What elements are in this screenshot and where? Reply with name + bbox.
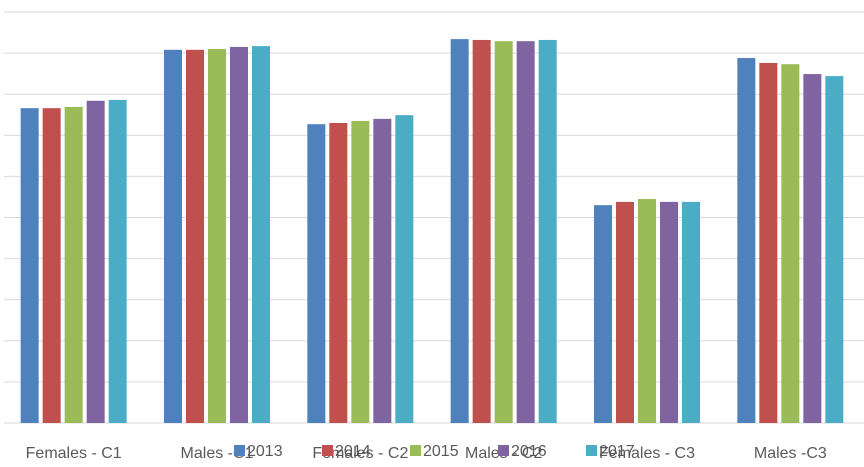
- bar: [307, 124, 326, 423]
- bar: [781, 64, 800, 424]
- bar: [42, 108, 61, 423]
- legend-label: 2013: [247, 443, 283, 460]
- bar: [660, 201, 678, 423]
- bar: [737, 58, 756, 423]
- bar: [516, 41, 535, 423]
- bar: [803, 74, 822, 423]
- bar: [616, 201, 634, 423]
- bar: [186, 49, 204, 423]
- x-tick-label: Females - C1: [26, 445, 122, 462]
- legend-swatch: [234, 445, 245, 456]
- bar: [472, 39, 491, 423]
- legend-swatch: [586, 445, 597, 456]
- bar: [759, 62, 778, 424]
- x-tick-label: Females - C3: [599, 445, 695, 462]
- bar: [252, 46, 270, 423]
- x-tick-label: Females - C2: [312, 445, 408, 462]
- bar: [20, 108, 39, 423]
- bar: [86, 100, 105, 423]
- bar: [64, 106, 83, 423]
- bar: [538, 39, 557, 423]
- bar: [494, 41, 513, 423]
- bar: [638, 199, 656, 423]
- bar: [208, 48, 226, 424]
- legend-label: 2016: [511, 443, 547, 460]
- bar: [108, 99, 127, 423]
- legend-label: 2017: [599, 443, 635, 460]
- legend-swatch: [498, 445, 509, 456]
- bar: [351, 120, 370, 423]
- bar: [825, 76, 844, 423]
- bar: [395, 115, 414, 423]
- bar: [373, 118, 392, 424]
- legend-swatch: [410, 445, 421, 456]
- bar: [450, 39, 469, 423]
- bar: [329, 122, 348, 423]
- legend-label: 2014: [335, 443, 371, 460]
- legend-swatch: [322, 445, 333, 456]
- bar: [594, 205, 612, 423]
- x-tick-label: Males -C3: [754, 445, 827, 462]
- bar: [164, 49, 182, 423]
- bar: [230, 46, 248, 424]
- bar: [682, 201, 700, 423]
- legend-label: 2015: [423, 443, 459, 460]
